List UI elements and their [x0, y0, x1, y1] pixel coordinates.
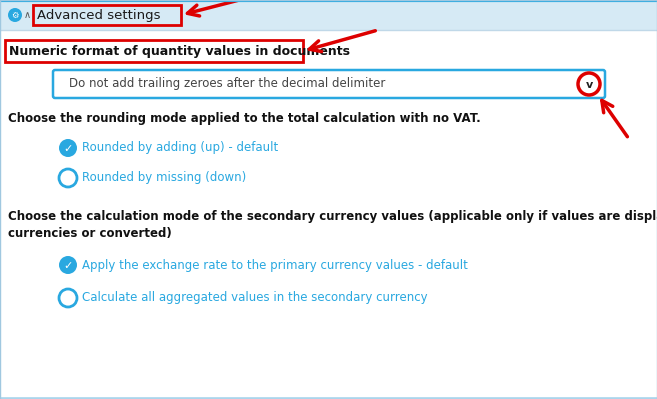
Text: Numeric format of quantity values in documents: Numeric format of quantity values in doc…: [9, 45, 350, 57]
Text: Choose the rounding mode applied to the total calculation with no VAT.: Choose the rounding mode applied to the …: [8, 112, 481, 125]
Circle shape: [59, 256, 77, 274]
Text: v: v: [585, 80, 593, 90]
FancyBboxPatch shape: [53, 70, 605, 98]
Text: Choose the calculation mode of the secondary currency values (applicable only if: Choose the calculation mode of the secon…: [8, 210, 657, 223]
Circle shape: [8, 8, 22, 22]
Text: Do not add trailing zeroes after the decimal delimiter: Do not add trailing zeroes after the dec…: [69, 77, 386, 91]
Text: ✓: ✓: [63, 144, 73, 154]
Text: currencies or converted): currencies or converted): [8, 227, 171, 240]
Text: Rounded by missing (down): Rounded by missing (down): [82, 172, 246, 184]
FancyBboxPatch shape: [0, 1, 657, 30]
Text: Advanced settings: Advanced settings: [37, 8, 160, 22]
Circle shape: [59, 139, 77, 157]
Text: Calculate all aggregated values in the secondary currency: Calculate all aggregated values in the s…: [82, 292, 428, 304]
Text: ✓: ✓: [63, 261, 73, 271]
Text: Apply the exchange rate to the primary currency values - default: Apply the exchange rate to the primary c…: [82, 259, 468, 271]
Text: ⚙: ⚙: [11, 10, 19, 20]
Text: Rounded by adding (up) - default: Rounded by adding (up) - default: [82, 142, 279, 154]
Text: ∧: ∧: [24, 10, 31, 20]
